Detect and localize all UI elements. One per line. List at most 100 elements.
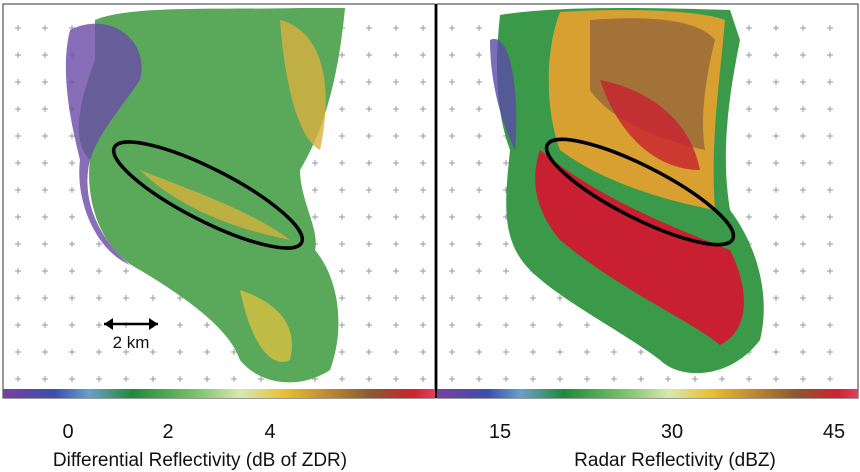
colorbar-tick: 0 — [62, 421, 73, 443]
grid-plus — [366, 25, 372, 31]
grid-plus — [420, 25, 426, 31]
grid-plus — [366, 160, 372, 166]
grid-plus — [746, 187, 752, 193]
grid-plus — [339, 376, 345, 382]
grid-plus — [420, 52, 426, 58]
grid-plus — [393, 133, 399, 139]
grid-plus — [476, 133, 482, 139]
grid-plus — [800, 52, 806, 58]
grid-plus — [420, 349, 426, 355]
grid-plus — [393, 376, 399, 382]
colorbar-label: Differential Reflectivity (dB of ZDR) — [53, 450, 347, 471]
grid-plus — [204, 349, 210, 355]
zdr-high — [140, 170, 290, 240]
grid-plus — [827, 106, 833, 112]
grid-plus — [339, 106, 345, 112]
grid-plus — [69, 268, 75, 274]
grid-plus — [69, 214, 75, 220]
grid-plus — [393, 160, 399, 166]
grid-plus — [773, 268, 779, 274]
grid-plus — [449, 160, 455, 166]
zdr-high — [280, 20, 326, 150]
grid-plus — [800, 214, 806, 220]
grid-plus — [503, 241, 509, 247]
grid-plus — [530, 322, 536, 328]
grid-plus — [15, 268, 21, 274]
grid-plus — [773, 241, 779, 247]
grid-plus — [15, 376, 21, 382]
grid-plus — [96, 349, 102, 355]
grid-plus — [15, 187, 21, 193]
grid-plus — [150, 349, 156, 355]
grid-plus — [393, 349, 399, 355]
grid-plus — [827, 349, 833, 355]
grid-plus — [366, 79, 372, 85]
grid-plus — [42, 349, 48, 355]
grid-plus — [503, 376, 509, 382]
grid-plus — [773, 376, 779, 382]
grid-plus — [69, 295, 75, 301]
grid-plus — [827, 295, 833, 301]
colorbar-tick: 30 — [661, 421, 683, 443]
grid-plus — [15, 133, 21, 139]
grid-plus — [476, 295, 482, 301]
highlight-ellipse — [544, 137, 736, 247]
grid-plus — [476, 25, 482, 31]
grid-plus — [665, 376, 671, 382]
grid-plus — [773, 187, 779, 193]
grid-plus — [800, 187, 806, 193]
grid-plus — [611, 349, 617, 355]
grid-plus — [312, 187, 318, 193]
scale-label: 2 km — [113, 333, 150, 352]
grid-plus — [476, 349, 482, 355]
grid-plus — [42, 187, 48, 193]
grid-plus — [150, 376, 156, 382]
grid-plus — [96, 322, 102, 328]
grid-plus — [393, 322, 399, 328]
grid-plus — [449, 376, 455, 382]
grid-plus — [773, 52, 779, 58]
grid-plus — [476, 214, 482, 220]
colorbar — [437, 389, 858, 398]
grid-plus — [449, 52, 455, 58]
grid-plus — [773, 160, 779, 166]
grid-plus — [258, 376, 264, 382]
grid-plus — [638, 376, 644, 382]
grid-plus — [312, 214, 318, 220]
grid-plus — [827, 160, 833, 166]
grid-plus — [15, 349, 21, 355]
grid-plus — [231, 349, 237, 355]
grid-plus — [393, 79, 399, 85]
grid-plus — [393, 268, 399, 274]
grid-plus — [773, 214, 779, 220]
grid-plus — [15, 52, 21, 58]
grid-plus — [476, 187, 482, 193]
grid-plus — [393, 241, 399, 247]
grid-plus — [476, 241, 482, 247]
grid-plus — [15, 214, 21, 220]
grid-plus — [719, 376, 725, 382]
grid-plus — [339, 133, 345, 139]
grid-plus — [15, 241, 21, 247]
grid-plus — [42, 295, 48, 301]
grid-plus — [339, 160, 345, 166]
grid-plus — [530, 349, 536, 355]
zdr-high — [240, 290, 292, 362]
grid-plus — [123, 376, 129, 382]
grid-plus — [42, 214, 48, 220]
grid-plus — [420, 322, 426, 328]
grid-plus — [692, 376, 698, 382]
grid-plus — [42, 241, 48, 247]
grid-plus — [366, 214, 372, 220]
grid-plus — [449, 214, 455, 220]
grid-plus — [69, 376, 75, 382]
grid-plus — [339, 79, 345, 85]
grid-plus — [746, 52, 752, 58]
grid-plus — [773, 106, 779, 112]
dbz-panel — [436, 3, 859, 399]
grid-plus — [800, 25, 806, 31]
grid-plus — [177, 322, 183, 328]
grid-plus — [476, 52, 482, 58]
grid-plus — [827, 322, 833, 328]
grid-plus — [420, 295, 426, 301]
